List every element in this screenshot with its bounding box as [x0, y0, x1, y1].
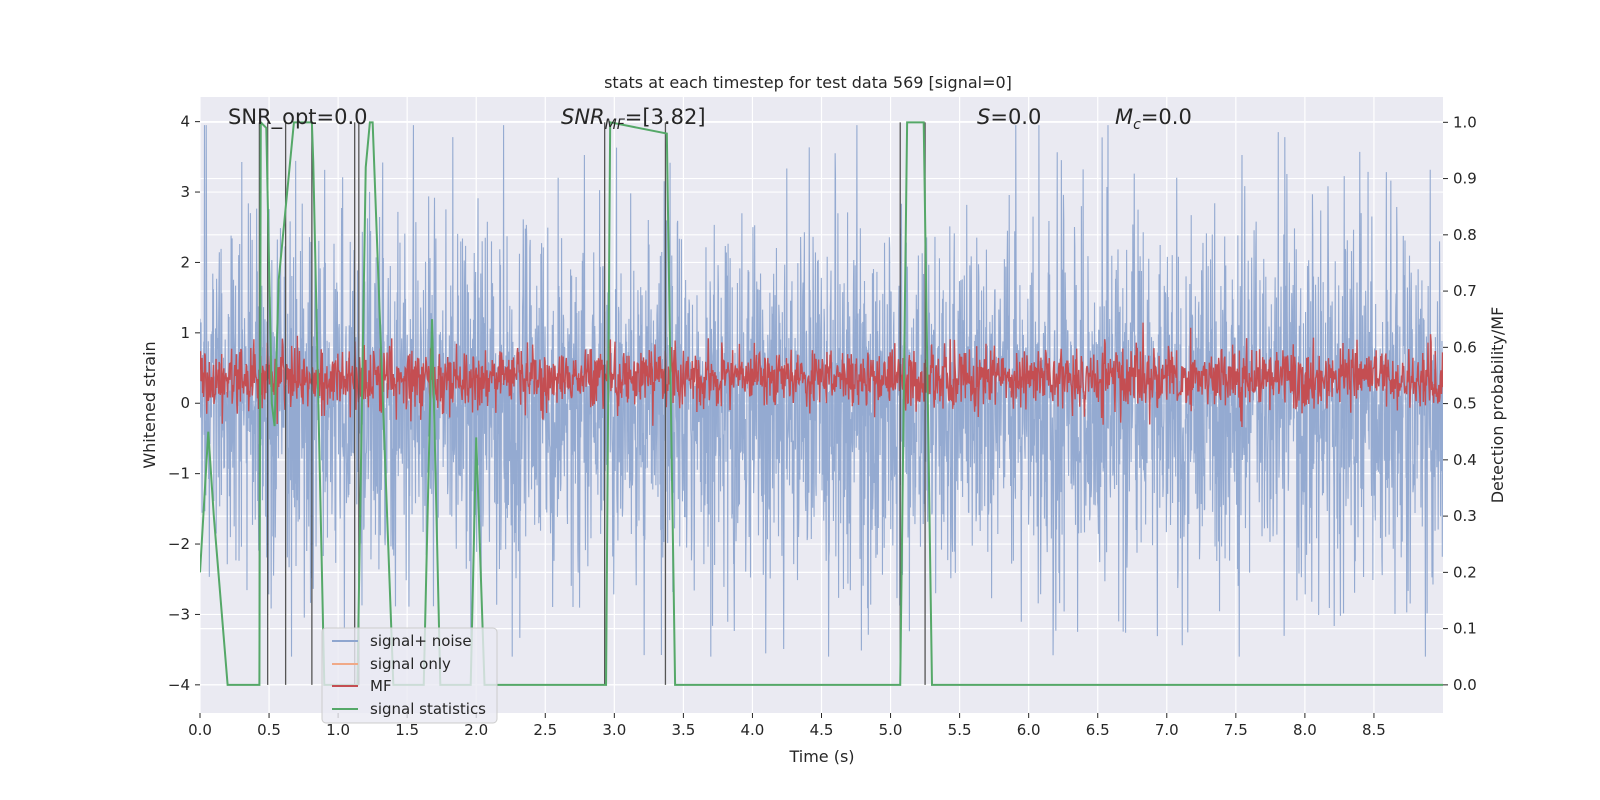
bottom-tick-label-2: 1.0: [326, 721, 350, 739]
right-tick-label-5: 0.5: [1453, 395, 1477, 413]
annotation-snr-mf-subscript: MF: [605, 117, 626, 133]
annotation-snr-mf-label: SNR: [561, 105, 605, 129]
left-tick-label-1: 3: [180, 183, 190, 201]
y-axis-label-right: Detection probability/MF: [1488, 307, 1507, 504]
bottom-tick-label-4: 2.0: [464, 721, 488, 739]
right-tick-label-8: 0.2: [1453, 563, 1477, 581]
bottom-tick-label-17: 8.5: [1362, 721, 1386, 739]
annotation-snr-mf-value: =[3.82]: [625, 105, 706, 129]
legend-label-signal-only: signal only: [370, 655, 451, 673]
annotation-snr-mf: SNRMF=[3.82]: [561, 105, 706, 133]
left-tick-label-3: 1: [180, 324, 190, 342]
plot-area: [199, 97, 1443, 713]
line-mf: [200, 322, 1443, 427]
bottom-tick-label-1: 0.5: [257, 721, 281, 739]
annotation-mc-label: M: [1115, 105, 1133, 129]
bottom-tick-label-13: 6.5: [1086, 721, 1110, 739]
line-signal-statistics: [200, 119, 1443, 686]
left-tick-label-5: −1: [168, 465, 190, 483]
y-axis-label-left: Whitened strain: [140, 341, 159, 468]
bottom-tick-label-16: 8.0: [1293, 721, 1317, 739]
chart-title: stats at each timestep for test data 569…: [604, 73, 1012, 92]
right-tick-label-7: 0.3: [1453, 507, 1477, 525]
right-tick-label-0: 1.0: [1453, 113, 1477, 131]
right-tick-label-2: 0.8: [1453, 226, 1477, 244]
annotation-s-label: S: [977, 105, 990, 129]
bottom-tick-label-10: 5.0: [879, 721, 903, 739]
bottom-tick-label-7: 3.5: [671, 721, 695, 739]
series-signal-noise: [200, 125, 1443, 657]
annotations: SNR_opt=0.0 SNRMF=[3.82] S=0.0 Mc=0.0: [228, 105, 1192, 133]
legend: signal+ noise signal only MF signal stat…: [321, 627, 498, 724]
legend-box: [321, 627, 498, 724]
annotation-s: S=0.0: [977, 105, 1041, 129]
x-axis-ticks: 0.0 0.5 1.0 1.5 2.0 2.5 3.0 3.5 4.0 4.5 5.0 5.5 6.0 6…: [188, 713, 1386, 739]
bottom-tick-label-11: 5.5: [948, 721, 972, 739]
annotation-mc-subscript: c: [1133, 117, 1141, 133]
bottom-tick-label-0: 0.0: [188, 721, 212, 739]
left-tick-label-8: −4: [168, 676, 190, 694]
bottom-tick-label-12: 6.0: [1017, 721, 1041, 739]
left-tick-label-7: −3: [168, 605, 190, 623]
data-layer: [200, 119, 1443, 686]
bottom-tick-label-8: 4.0: [741, 721, 765, 739]
left-tick-label-6: −2: [168, 535, 190, 553]
bottom-tick-label-6: 3.0: [602, 721, 626, 739]
right-tick-label-10: 0.0: [1453, 676, 1477, 694]
bottom-tick-label-3: 1.5: [395, 721, 419, 739]
annotation-snr-opt: SNR_opt=0.0: [228, 105, 368, 130]
left-tick-label-4: 0: [180, 394, 190, 412]
right-tick-label-3: 0.7: [1453, 282, 1477, 300]
bottom-tick-label-14: 7.0: [1155, 721, 1179, 739]
x-axis-label: Time (s): [788, 747, 854, 766]
line-signal-noise: [200, 125, 1443, 657]
bottom-tick-label-15: 7.5: [1224, 721, 1248, 739]
annotation-mc-value: =0.0: [1141, 105, 1192, 129]
right-y-axis-ticks: 1.0 0.9 0.8 0.7 0.6 0.5 0.4 0.3 0.2 0.1 0.0: [1443, 113, 1477, 694]
right-tick-label-4: 0.6: [1453, 338, 1477, 356]
annotation-mc: Mc=0.0: [1115, 105, 1192, 133]
left-y-axis-ticks: 4 3 2 1 0 −1 −2 −3 −4: [168, 113, 200, 694]
right-tick-label-1: 0.9: [1453, 170, 1477, 188]
series-signal-statistics: [200, 119, 1443, 686]
right-tick-label-6: 0.4: [1453, 451, 1477, 469]
bottom-tick-label-9: 4.5: [810, 721, 834, 739]
bottom-tick-label-5: 2.5: [533, 721, 557, 739]
annotation-s-value: =0.0: [990, 105, 1041, 129]
left-tick-label-2: 2: [180, 253, 190, 271]
legend-label-signal-noise: signal+ noise: [370, 632, 472, 650]
legend-label-mf: MF: [370, 677, 392, 695]
right-tick-label-9: 0.1: [1453, 620, 1477, 638]
left-tick-label-0: 4: [180, 113, 190, 131]
legend-label-signal-statistics: signal statistics: [370, 700, 486, 718]
series-mf: [200, 322, 1443, 427]
